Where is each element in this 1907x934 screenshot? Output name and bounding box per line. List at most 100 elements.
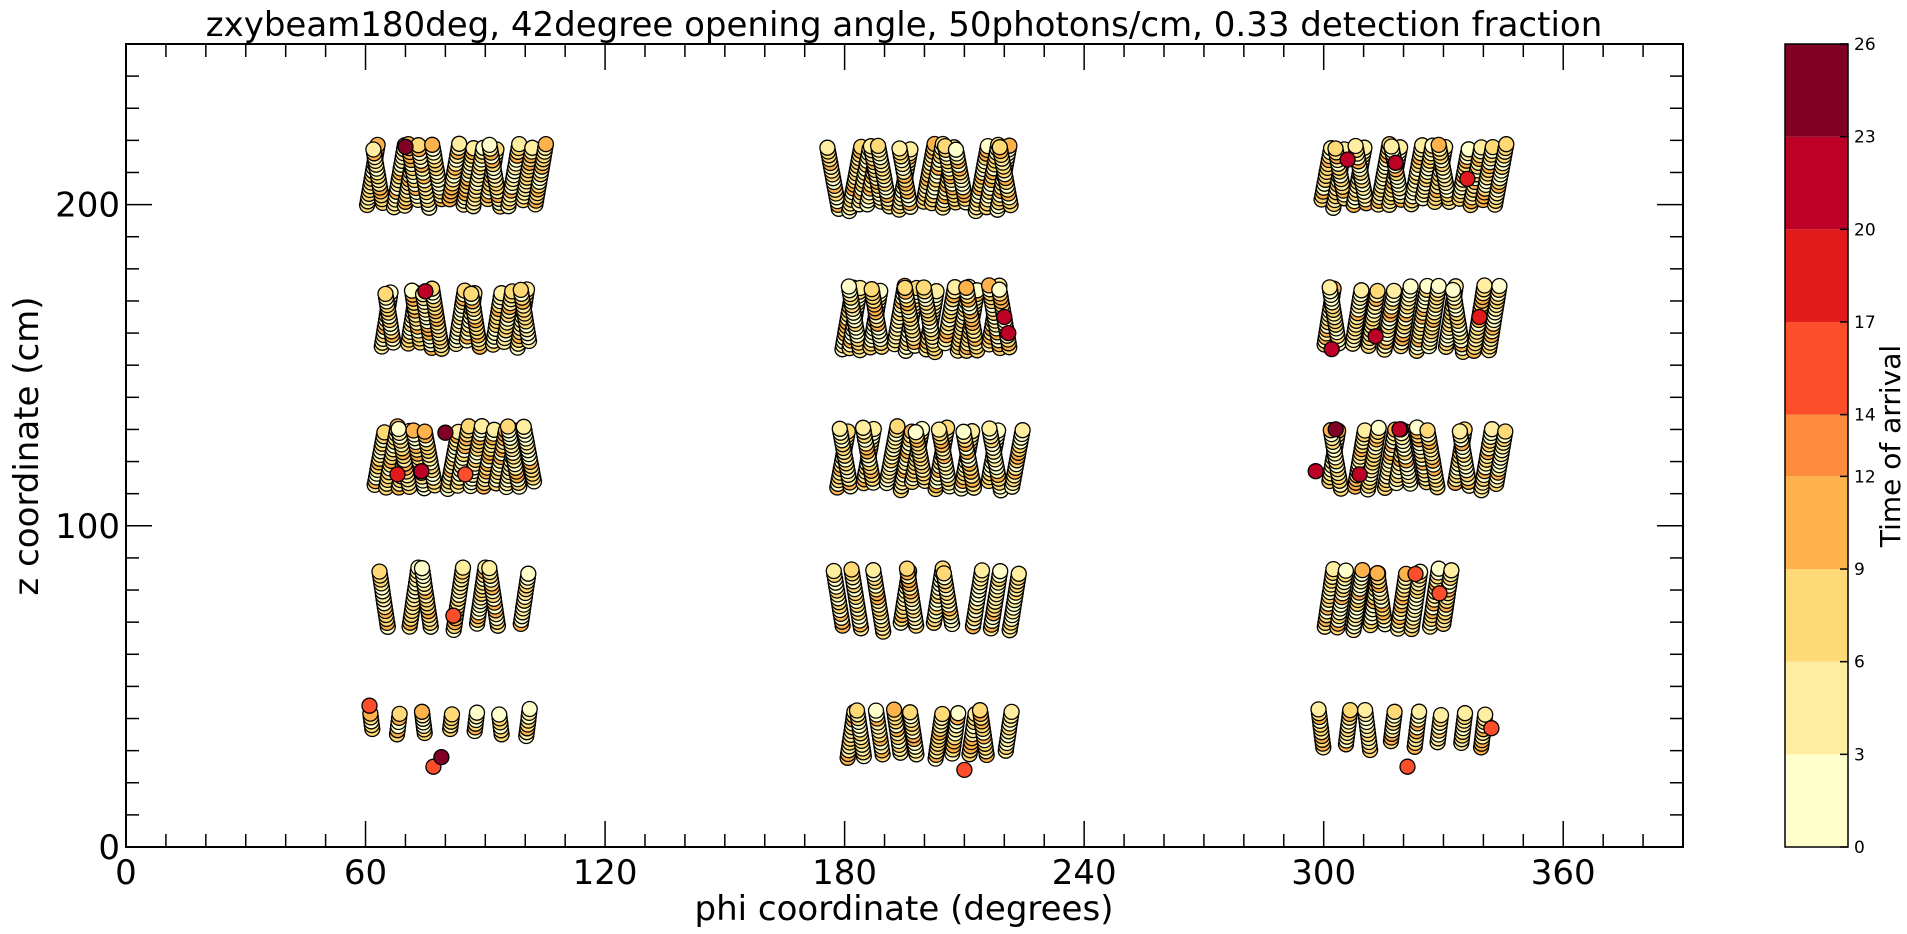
data-point — [413, 703, 431, 720]
data-point — [991, 139, 1008, 156]
data-point — [1471, 308, 1488, 326]
data-point — [996, 308, 1013, 326]
data-point — [1323, 340, 1340, 358]
data-point — [992, 563, 1009, 580]
data-point — [1347, 137, 1364, 155]
colorbar-tick-label: 0 — [1854, 838, 1865, 858]
data-point — [413, 560, 431, 577]
colorbar-tick-label: 23 — [1854, 128, 1876, 148]
data-point — [1483, 720, 1500, 737]
data-point — [889, 418, 906, 435]
chart-title: zxybeam180deg, 42degree opening angle, 5… — [206, 5, 1603, 45]
data-point — [521, 700, 538, 718]
data-point — [454, 559, 472, 576]
data-point — [1491, 277, 1508, 295]
data-point — [416, 423, 433, 440]
data-point — [463, 285, 480, 302]
colorbar-segment — [1785, 414, 1848, 477]
y-tick-label: 200 — [55, 186, 120, 226]
data-point — [1477, 706, 1494, 723]
data-point — [468, 704, 486, 721]
colorbar-tick-label: 6 — [1854, 653, 1865, 673]
data-point — [840, 278, 858, 295]
data-point — [1387, 154, 1404, 171]
colorbar-tick-label: 9 — [1854, 560, 1865, 580]
data-point — [907, 424, 924, 441]
data-point — [413, 463, 430, 480]
x-tick-label: 60 — [344, 853, 387, 893]
data-point — [971, 702, 989, 719]
data-point — [1339, 151, 1356, 168]
data-point — [865, 562, 882, 579]
data-point — [958, 279, 975, 296]
data-point — [1310, 701, 1327, 718]
data-point — [1356, 701, 1374, 719]
data-point — [1497, 423, 1514, 440]
data-point — [1307, 463, 1324, 480]
data-point — [443, 706, 461, 723]
data-point — [1430, 277, 1447, 295]
data-point — [1410, 703, 1428, 720]
data-point — [950, 705, 967, 722]
data-point — [930, 421, 948, 438]
colorbar-tick-label: 17 — [1854, 313, 1876, 333]
colorbar-tick-label: 14 — [1854, 406, 1876, 426]
colorbar-label: Time of arrival — [1874, 345, 1907, 548]
colorbar-tick-label: 3 — [1854, 745, 1865, 765]
data-point — [1498, 136, 1515, 153]
data-point — [934, 705, 951, 723]
data-point — [1014, 422, 1031, 439]
data-point — [1010, 565, 1027, 582]
data-point — [1369, 565, 1386, 582]
data-point — [499, 418, 517, 435]
data-point — [1003, 703, 1020, 721]
data-point — [885, 701, 903, 718]
data-point — [869, 137, 887, 155]
colorbar-segment — [1785, 754, 1848, 847]
data-point — [1367, 328, 1384, 345]
data-point — [451, 135, 468, 152]
colorbar-segment — [1785, 136, 1848, 230]
y-axis-label: z coordinate (cm) — [7, 296, 47, 595]
data-point — [1402, 278, 1419, 295]
colorbar-tick-label: 26 — [1854, 35, 1876, 55]
x-axis-label: phi coordinate (degrees) — [695, 889, 1114, 929]
data-point — [901, 704, 919, 721]
data-point — [1443, 562, 1460, 579]
colorbar-segment — [1785, 229, 1848, 322]
data-point — [1432, 706, 1450, 724]
data-point — [391, 705, 408, 723]
data-point — [891, 140, 908, 157]
data-point — [365, 141, 382, 158]
data-point — [1354, 561, 1371, 579]
data-point — [1476, 277, 1493, 294]
colorbar: 0 3 6 9 12 14 17 20 23 26 — [1784, 35, 1876, 858]
data-point — [1385, 282, 1403, 300]
colorbar-segment — [1785, 661, 1848, 755]
data-point — [389, 466, 406, 483]
colorbar-tick-label: 20 — [1854, 220, 1876, 240]
colorbar-segment — [1785, 569, 1848, 662]
data-point — [1419, 422, 1436, 439]
data-point — [896, 279, 914, 296]
data-point — [831, 420, 848, 437]
y-tick-label: 100 — [55, 507, 120, 547]
data-markers — [358, 135, 1515, 779]
data-point — [1444, 281, 1462, 299]
data-point — [437, 424, 454, 441]
x-tick-label: 360 — [1531, 853, 1596, 893]
data-point — [955, 423, 972, 440]
x-tick-label: 180 — [812, 853, 877, 893]
data-point — [973, 562, 991, 579]
colorbar-segment — [1785, 321, 1848, 415]
data-point — [915, 279, 932, 296]
data-point — [991, 281, 1008, 298]
data-point — [537, 135, 555, 153]
x-tick-label: 300 — [1291, 853, 1356, 893]
data-point — [491, 706, 508, 723]
data-point — [1456, 705, 1474, 722]
data-point — [1370, 419, 1387, 437]
data-point — [863, 281, 880, 298]
colorbar-segment — [1785, 476, 1848, 570]
